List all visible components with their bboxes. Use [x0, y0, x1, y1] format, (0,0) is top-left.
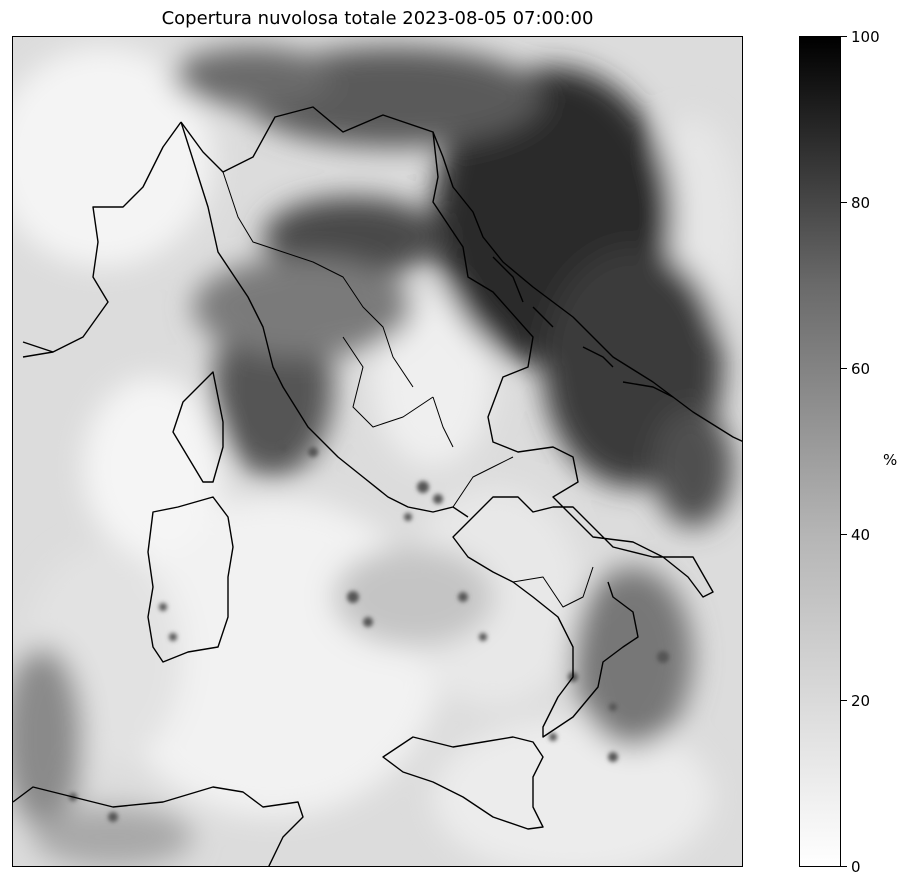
colorbar-tick-label: 20	[851, 692, 871, 710]
colorbar-tick	[841, 866, 847, 867]
colorbar-tick-label: 60	[851, 360, 871, 378]
map-title: Copertura nuvolosa totale 2023-08-05 07:…	[161, 8, 594, 29]
colorbar-tick	[841, 700, 847, 701]
colorbar-tick	[841, 368, 847, 369]
colorbar-tick-label: 80	[851, 194, 871, 212]
colorbar-tick-label: 100	[851, 28, 880, 46]
colorbar-tick-label: 0	[851, 858, 861, 876]
colorbar-unit-label: %	[883, 451, 898, 469]
colorbar-tick	[841, 36, 847, 37]
colorbar	[799, 36, 841, 867]
colorbar-tick-label: 40	[851, 526, 871, 544]
cloud-cover-map	[12, 36, 743, 867]
convective-cells	[69, 443, 669, 822]
colorbar-tick	[841, 534, 847, 535]
coastlines	[13, 106, 742, 866]
colorbar-tick	[841, 202, 847, 203]
